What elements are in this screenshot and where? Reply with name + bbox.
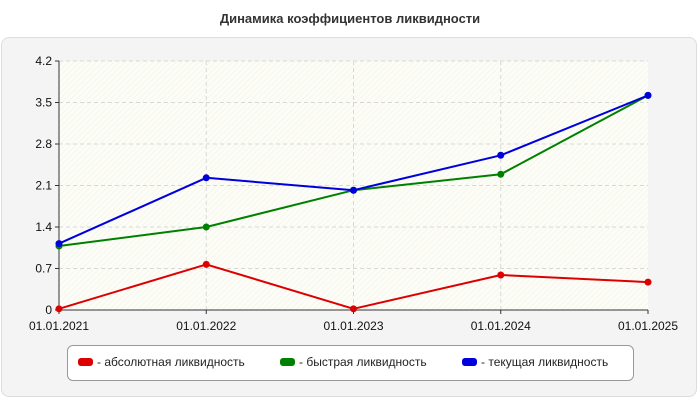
legend-item-quick[interactable]: - быстрая ликвидность: [280, 355, 427, 369]
x-tick-label: 01.01.2025: [618, 319, 678, 333]
chart-title: Динамика коэффициентов ликвидности: [219, 11, 481, 26]
data-point-2[interactable]: [202, 174, 210, 182]
data-point-0[interactable]: [350, 305, 357, 313]
y-tick-label: 1.4: [35, 220, 52, 234]
legend: - абсолютная ликвидность - быстрая ликви…: [67, 345, 634, 381]
data-point-2[interactable]: [497, 151, 505, 159]
series-layer: [55, 91, 652, 313]
y-tick-label: 0: [45, 303, 52, 317]
legend-swatch-current: [462, 358, 477, 366]
data-point-0[interactable]: [202, 260, 210, 268]
legend-swatch-quick: [280, 358, 295, 366]
data-point-1[interactable]: [202, 223, 210, 231]
legend-label-absolute: - абсолютная ликвидность: [97, 355, 245, 369]
data-point-0[interactable]: [644, 278, 652, 286]
data-point-0[interactable]: [497, 271, 505, 279]
x-tick-label: 01.01.2021: [29, 319, 89, 333]
tick-labels: 0 0.7 1.4 2.1 2.8 3.5 4.2 01.01.2021 01.01.2022 0…: [29, 54, 678, 333]
data-point-1[interactable]: [497, 170, 505, 178]
y-tick-label: 4.2: [35, 54, 52, 68]
legend-item-absolute[interactable]: - абсолютная ликвидность: [78, 355, 245, 369]
legend-swatch-absolute: [78, 358, 93, 366]
data-point-0[interactable]: [55, 305, 63, 313]
data-point-2[interactable]: [55, 240, 63, 248]
legend-label-current: - текущая ликвидность: [481, 355, 609, 369]
legend-label-quick: - быстрая ликвидность: [299, 355, 427, 369]
x-tick-label: 01.01.2024: [471, 319, 531, 333]
y-tick-label: 3.5: [35, 96, 52, 110]
y-tick-label: 0.7: [35, 262, 52, 276]
x-tick-label: 01.01.2023: [323, 319, 383, 333]
legend-item-current[interactable]: - текущая ликвидность: [462, 355, 608, 369]
grid: [59, 60, 648, 310]
y-tick-label: 2.8: [35, 137, 52, 151]
data-point-2[interactable]: [350, 186, 357, 194]
x-tick-label: 01.01.2022: [176, 319, 236, 333]
data-point-2[interactable]: [644, 91, 652, 99]
y-tick-label: 2.1: [35, 179, 52, 193]
